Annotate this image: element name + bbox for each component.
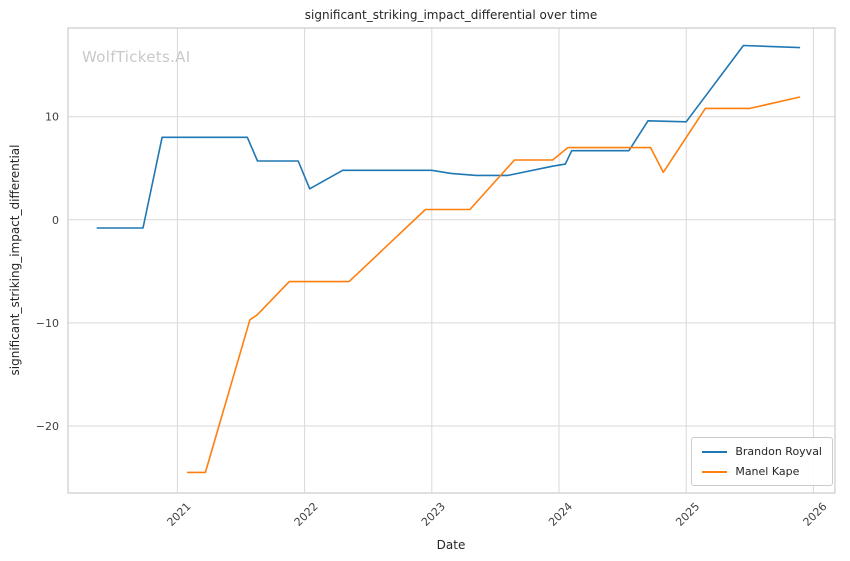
- y-tick-label: −10: [36, 317, 59, 330]
- legend-item-brandon-royval: Brandon Royval: [702, 445, 822, 458]
- series-line-brandon-royval: [96, 44, 801, 229]
- legend: Brandon Royval Manel Kape: [691, 437, 833, 486]
- y-tick-label: 10: [45, 111, 59, 124]
- legend-label-manel-kape: Manel Kape: [735, 465, 800, 478]
- legend-label-brandon-royval: Brandon Royval: [735, 445, 822, 458]
- x-tick-label: 2021: [165, 500, 194, 529]
- x-tick-label: 2026: [801, 500, 830, 529]
- legend-line-swatch-manel-kape: [702, 470, 728, 473]
- y-tick-label: −20: [36, 420, 59, 433]
- series-line-manel-kape: [186, 96, 801, 474]
- watermark: WolfTickets.AI: [82, 48, 191, 66]
- x-tick-label: 2023: [419, 500, 448, 529]
- y-axis-label: significant_striking_impact_differential: [8, 144, 22, 376]
- y-tick-label: 0: [52, 214, 59, 227]
- x-axis-label: Date: [436, 538, 466, 552]
- chart-title: significant_striking_impact_differential…: [304, 8, 598, 22]
- plot-background: [68, 28, 835, 493]
- x-tick-label: 2025: [673, 500, 702, 529]
- legend-line-swatch-brandon-royval: [702, 450, 728, 453]
- x-tick-label: 2022: [292, 500, 321, 529]
- x-tick-label: 2024: [546, 500, 575, 529]
- legend-item-manel-kape: Manel Kape: [702, 465, 822, 478]
- axes-spines: [67, 27, 836, 494]
